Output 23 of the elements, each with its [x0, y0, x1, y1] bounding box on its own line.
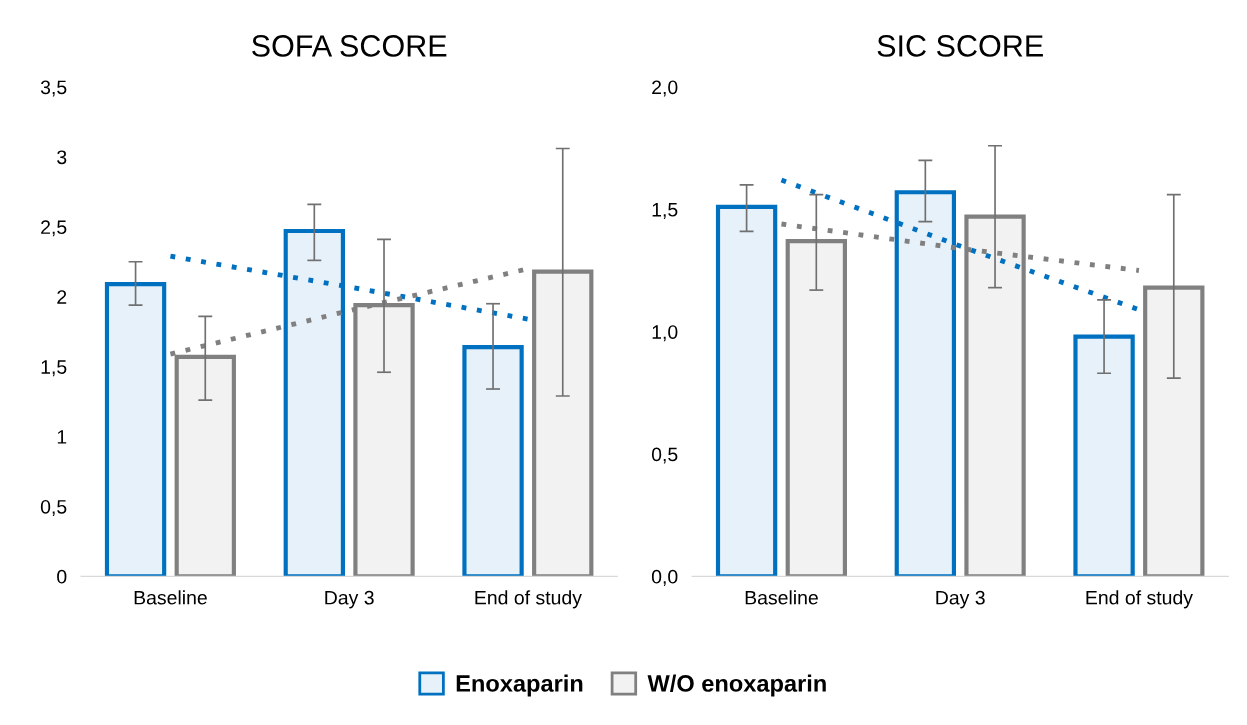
x-tick-label: Day 3: [325, 590, 374, 609]
x-tick-label: End of study: [1086, 590, 1193, 609]
y-tick-label: 1,0: [652, 325, 678, 342]
x-tick-label: End of study: [475, 590, 582, 609]
y-tick-label: 2,0: [652, 80, 678, 97]
x-tick-label: Baseline: [745, 590, 818, 605]
chart-title: SIC SCORE: [877, 35, 1043, 57]
legend-label: Enoxaparin: [456, 674, 583, 697]
y-tick-label: 3,5: [40, 80, 67, 97]
y-tick-label: 0,0: [651, 569, 678, 586]
legend-label: W/O enoxaparin: [647, 674, 826, 697]
y-tick-label: 1,5: [652, 203, 678, 219]
chart-title: SOFA SCORE: [252, 35, 447, 57]
y-tick-label: 0: [57, 569, 67, 584]
y-tick-label: 0,5: [651, 447, 678, 464]
y-tick-label: 1: [57, 430, 67, 444]
y-tick-label: 2: [57, 290, 67, 304]
x-tick-label: Baseline: [134, 590, 207, 605]
x-tick-label: Day 3: [936, 590, 985, 609]
y-tick-label: 3: [57, 150, 67, 165]
y-tick-label: 1,5: [41, 360, 67, 377]
y-tick-label: 0,5: [40, 499, 67, 516]
y-tick-label: 2,5: [41, 220, 67, 237]
